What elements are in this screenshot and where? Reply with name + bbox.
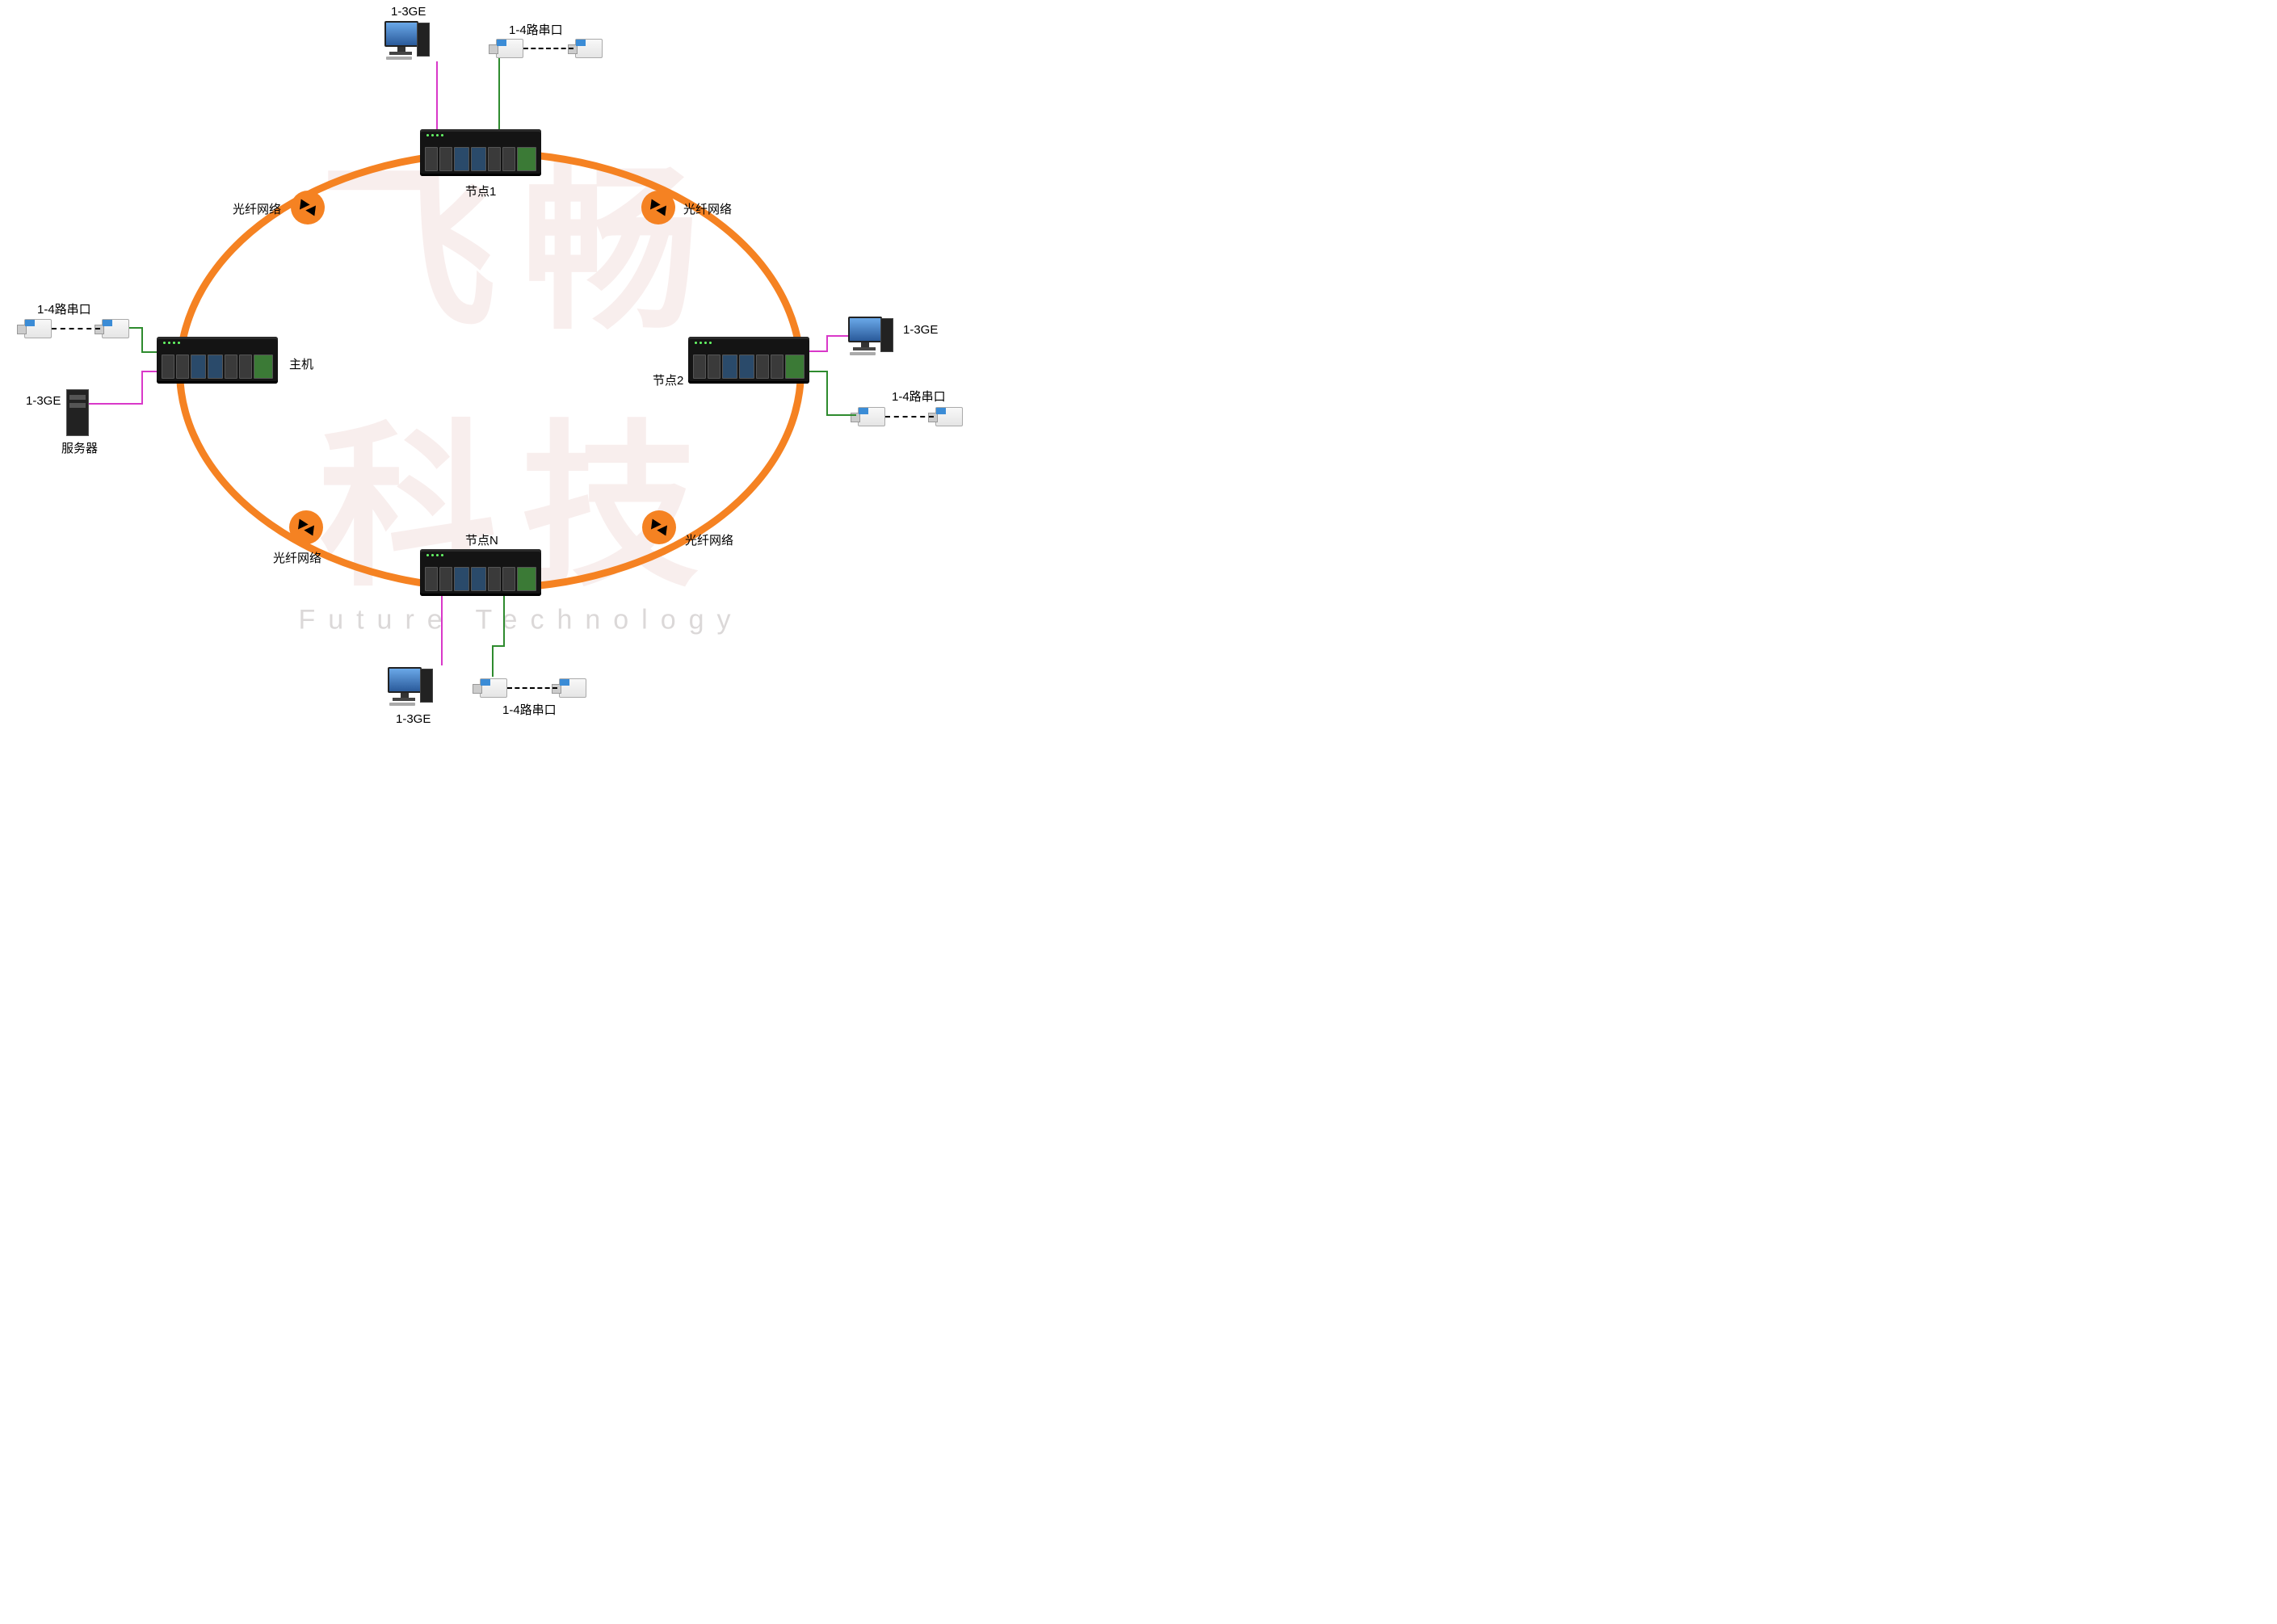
converter-host-b bbox=[102, 319, 129, 338]
fiber-label-bottom-left: 光纤网络 bbox=[273, 549, 321, 566]
nodeN-serial-label: 1-4路串口 bbox=[502, 701, 557, 718]
dashed-node2-serial bbox=[885, 416, 934, 418]
converter-node1-a bbox=[496, 39, 523, 58]
nodeN-eth-line bbox=[441, 596, 443, 665]
node2-serial-label: 1-4路串口 bbox=[892, 388, 946, 405]
host-label: 主机 bbox=[289, 355, 313, 372]
diagram-canvas: 飞畅科技 Future Technology 光纤网络 光纤网络 光纤网络 光纤… bbox=[0, 0, 1042, 743]
fiber-badge-top-right bbox=[641, 191, 675, 225]
dashed-nodeN-serial bbox=[507, 687, 557, 689]
dashed-node1-serial bbox=[523, 48, 573, 49]
fiber-label-top-left: 光纤网络 bbox=[233, 200, 281, 217]
switch-node2 bbox=[688, 337, 809, 384]
converter-nodeN-a bbox=[480, 678, 507, 698]
node1-label: 节点1 bbox=[465, 183, 496, 199]
node1-eth-line bbox=[436, 61, 438, 129]
host-ge-label: 1-3GE bbox=[26, 394, 61, 408]
converter-host-a bbox=[24, 319, 52, 338]
host-serial-label: 1-4路串口 bbox=[37, 300, 91, 317]
fiber-label-bottom-right: 光纤网络 bbox=[685, 531, 733, 548]
switch-host bbox=[157, 337, 278, 384]
fiber-badge-bottom-right bbox=[642, 510, 676, 544]
pc-nodeN bbox=[388, 667, 433, 706]
node1-ge-label: 1-3GE bbox=[391, 5, 426, 19]
node2-ge-label: 1-3GE bbox=[903, 323, 938, 337]
server-host bbox=[66, 389, 89, 436]
node2-label: 节点2 bbox=[653, 371, 683, 388]
host-server-label: 服务器 bbox=[61, 439, 98, 456]
fiber-badge-top-left bbox=[291, 191, 325, 225]
nodeN-serial-line bbox=[0, 0, 1, 1]
switch-node1 bbox=[420, 129, 541, 176]
switch-nodeN bbox=[420, 549, 541, 596]
nodeN-label: 节点N bbox=[465, 531, 498, 548]
pc-node2 bbox=[848, 317, 893, 355]
nodeN-ge-label: 1-3GE bbox=[396, 712, 431, 726]
fiber-label-top-right: 光纤网络 bbox=[683, 200, 732, 217]
watermark-subtitle: Future Technology bbox=[261, 605, 782, 636]
converter-nodeN-b bbox=[559, 678, 586, 698]
dashed-host-serial bbox=[52, 328, 100, 329]
converter-node2-a bbox=[858, 407, 885, 426]
node1-serial-label: 1-4路串口 bbox=[509, 21, 563, 38]
pc-node1 bbox=[384, 21, 430, 60]
fiber-badge-bottom-left bbox=[289, 510, 323, 544]
converter-node2-b bbox=[935, 407, 963, 426]
converter-node1-b bbox=[575, 39, 603, 58]
